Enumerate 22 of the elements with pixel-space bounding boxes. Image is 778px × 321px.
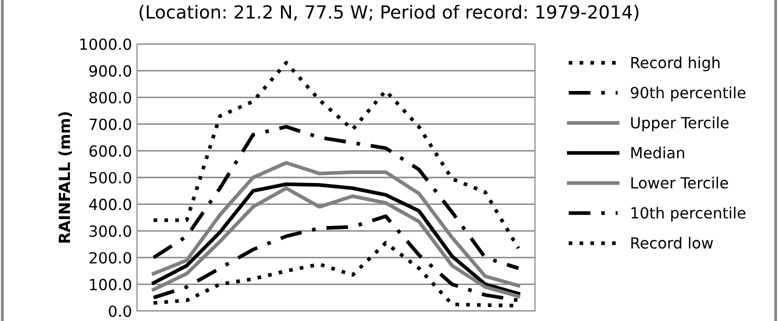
legend-label: Record high bbox=[631, 56, 720, 72]
legend-label: Lower Tercile bbox=[631, 176, 728, 189]
y-tick-label: 100.0 bbox=[90, 278, 132, 290]
y-tick-label: 700.0 bbox=[90, 118, 132, 130]
y-tick-label: 0.0 bbox=[108, 305, 132, 318]
chart-title: (Location: 21.2 N, 77.5 W; Period of record: 1979-2014) bbox=[140, 4, 638, 21]
legend-label: Record low bbox=[631, 236, 713, 249]
legend-label: 90th percentile bbox=[630, 86, 746, 102]
y-tick-label: 600.0 bbox=[89, 145, 132, 157]
y-tick-label: 200.0 bbox=[90, 252, 132, 264]
legend-label: 10th percentile bbox=[632, 206, 746, 222]
y-tick-label: 500.0 bbox=[90, 172, 132, 184]
y-tick-label: 1000.0 bbox=[80, 38, 132, 50]
line-series bbox=[152, 124, 520, 270]
line-series bbox=[152, 60, 520, 250]
y-axis-title: RAINFALL (mm) bbox=[58, 112, 72, 243]
y-tick-label: 400.0 bbox=[89, 198, 132, 210]
y-tick-label: 300.0 bbox=[90, 225, 132, 237]
legend-label: Upper Tercile bbox=[631, 116, 729, 132]
y-tick-label: 900.0 bbox=[89, 65, 132, 77]
legend-label: Median bbox=[631, 146, 684, 159]
y-tick-label: 800.0 bbox=[89, 92, 132, 104]
